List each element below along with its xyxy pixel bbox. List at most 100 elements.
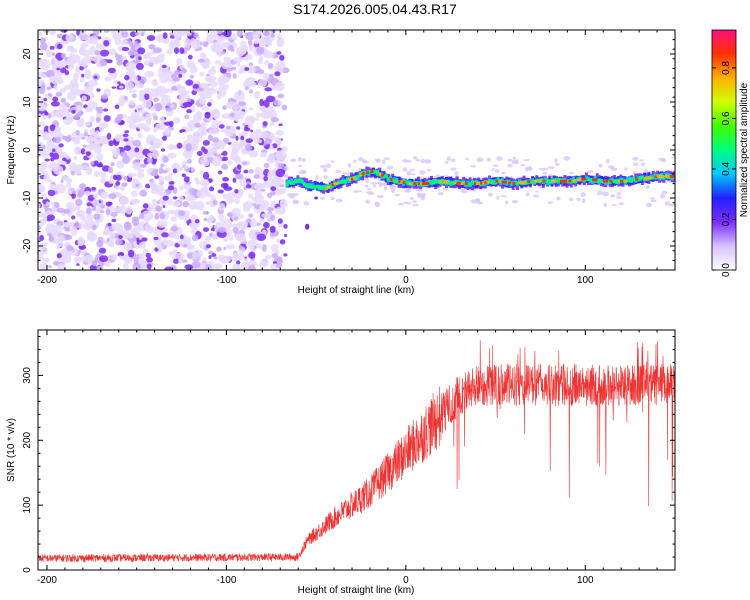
faint-blob [374,202,381,207]
noise-blob [212,199,218,206]
noise-blob [226,244,236,250]
noise-blob [99,59,108,67]
noise-blob [172,168,178,174]
noise-blob [202,257,207,262]
track-peak-cell [402,181,406,185]
noise-blob [122,133,129,138]
noise-blob [204,111,211,119]
noise-blob [67,45,74,52]
noise-blob [96,163,104,168]
noise-blob [262,244,267,252]
noise-blob [91,224,97,231]
noise-blob [55,109,64,119]
noise-blob [172,77,181,82]
faint-blob [554,158,558,164]
noise-blob [267,172,273,178]
noise-blob [249,245,257,252]
noise-blob [211,148,218,153]
faint-blob [491,168,495,171]
noise-blob [158,166,164,175]
faint-blob [461,187,465,193]
noise-blob [238,101,246,107]
noise-blob [163,121,171,126]
y-tick-label: -10 [22,190,33,205]
noise-blob [213,113,218,118]
noise-blob [85,121,91,127]
noise-blob [238,141,244,150]
noise-blob [86,223,91,228]
noise-blob [259,260,268,268]
noise-blob [174,234,180,241]
track-peak-cell [378,172,382,176]
noise-blob [216,246,222,252]
noise-blob [248,169,254,174]
noise-blob [130,111,140,118]
noise-blob [220,128,227,133]
noise-blob [179,234,184,240]
noise-blob [79,30,87,36]
faint-blob [524,167,529,172]
noise-blob [217,121,223,125]
noise-blob [214,41,221,49]
colorbar-tick-label: 0.0 [721,263,732,277]
noise-blob [186,60,195,69]
noise-blob [204,235,212,242]
noise-blob [267,152,275,164]
noise-blob [195,179,200,186]
noise-blob [104,30,110,33]
faint-blob [446,156,451,161]
noise-blob [145,52,152,59]
faint-blob [335,170,342,174]
faint-blob [661,190,668,195]
noise-blob [106,59,113,64]
noise-blob [193,141,200,149]
faint-blob [639,159,644,162]
noise-blob [139,213,145,220]
noise-blob [156,220,168,228]
noise-blob [260,36,268,46]
noise-blob [267,62,274,69]
faint-blob [427,168,431,172]
noise-blob [85,167,93,175]
track-peak-cell [398,180,402,183]
noise-blob [38,225,41,231]
track-peak-cell [523,180,527,184]
noise-blob [271,117,280,123]
faint-blob [618,202,625,206]
noise-blob [181,161,188,165]
track-cell [490,180,494,184]
noise-blob [173,30,184,37]
noise-blob [191,252,202,260]
faint-blob [649,197,655,200]
noise-blob [168,181,175,185]
noise-blob [269,145,274,150]
noise-blob [240,262,251,270]
noise-blob [183,176,190,183]
noise-blob [73,164,84,171]
noise-blob [259,203,269,211]
faint-blob [355,190,363,193]
noise-blob [277,93,285,99]
noise-blob [263,175,269,182]
noise-blob [146,157,153,164]
noise-blob [173,258,180,264]
noise-blob [231,66,237,71]
noise-blob [211,137,220,143]
noise-blob [75,104,83,112]
noise-blob [262,99,270,108]
noise-blob [207,134,213,141]
noise-blob [127,232,134,239]
noise-blob [108,48,117,56]
noise-blob [226,196,235,204]
noise-blob [275,130,284,136]
noise-blob [270,200,276,208]
noise-blob [283,224,288,229]
noise-blob [51,231,58,238]
noise-blob [271,244,279,252]
noise-blob [199,179,210,187]
noise-blob [81,49,92,57]
noise-blob [55,91,63,97]
noise-blob [81,136,85,140]
noise-blob [56,207,65,213]
